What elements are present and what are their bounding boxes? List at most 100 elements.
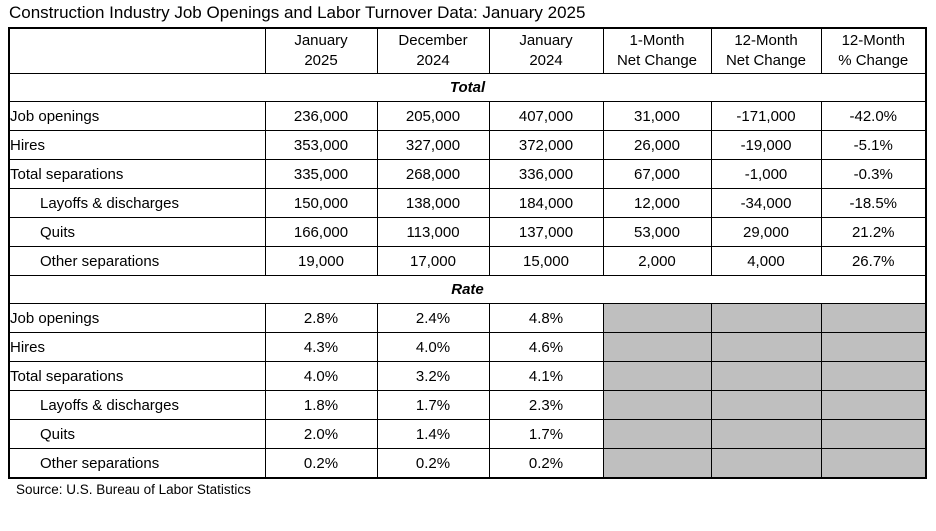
cell-value: 2.0%	[264, 419, 378, 449]
col-header-12-month-pct-change: 12-Month % Change	[820, 27, 927, 74]
section-header-rate: Rate	[8, 275, 927, 304]
cell-value: 407,000	[488, 101, 604, 131]
cell-value: 2.3%	[488, 390, 604, 420]
cell-value: 353,000	[264, 130, 378, 160]
col-header-january-2024: January 2024	[488, 27, 604, 74]
section-row-total: Total	[8, 73, 927, 102]
cell-value: 19,000	[264, 246, 378, 276]
table-row: Layoffs & discharges 1.8% 1.7% 2.3%	[8, 390, 927, 420]
header-row: January 2025 December 2024 January 2024 …	[8, 27, 927, 74]
row-label: Layoffs & discharges	[8, 188, 266, 218]
blank-cell	[602, 419, 712, 449]
cell-value: -5.1%	[820, 130, 927, 160]
blank-cell	[602, 390, 712, 420]
cell-value: 12,000	[602, 188, 712, 218]
blank-cell	[602, 361, 712, 391]
cell-value: 205,000	[376, 101, 490, 131]
cell-value: 268,000	[376, 159, 490, 189]
row-label: Hires	[8, 130, 266, 160]
table-row: Quits 166,000 113,000 137,000 53,000 29,…	[8, 217, 927, 247]
cell-value: 1.8%	[264, 390, 378, 420]
cell-value: 138,000	[376, 188, 490, 218]
blank-cell	[710, 332, 822, 362]
cell-value: -42.0%	[820, 101, 927, 131]
cell-value: 26,000	[602, 130, 712, 160]
col-header-empty	[8, 27, 266, 74]
cell-value: 1.7%	[376, 390, 490, 420]
blank-cell	[710, 361, 822, 391]
row-label: Other separations	[8, 448, 266, 479]
blank-cell	[602, 332, 712, 362]
row-label: Other separations	[8, 246, 266, 276]
row-label: Quits	[8, 217, 266, 247]
blank-cell	[602, 303, 712, 333]
cell-value: 372,000	[488, 130, 604, 160]
cell-value: 2,000	[602, 246, 712, 276]
cell-value: 4,000	[710, 246, 822, 276]
cell-value: 3.2%	[376, 361, 490, 391]
cell-value: -18.5%	[820, 188, 927, 218]
col-header-1-month-net-change: 1-Month Net Change	[602, 27, 712, 74]
blank-cell	[820, 332, 927, 362]
cell-value: -171,000	[710, 101, 822, 131]
blank-cell	[710, 390, 822, 420]
row-label: Job openings	[8, 303, 266, 333]
row-label: Total separations	[8, 361, 266, 391]
cell-value: 21.2%	[820, 217, 927, 247]
blank-cell	[602, 448, 712, 479]
row-label: Layoffs & discharges	[8, 390, 266, 420]
table-row: Layoffs & discharges 150,000 138,000 184…	[8, 188, 927, 218]
cell-value: 15,000	[488, 246, 604, 276]
cell-value: 26.7%	[820, 246, 927, 276]
table-row: Job openings 236,000 205,000 407,000 31,…	[8, 101, 927, 131]
cell-value: 327,000	[376, 130, 490, 160]
cell-value: 67,000	[602, 159, 712, 189]
blank-cell	[710, 448, 822, 479]
cell-value: 1.4%	[376, 419, 490, 449]
cell-value: 0.2%	[376, 448, 490, 479]
cell-value: 166,000	[264, 217, 378, 247]
blank-cell	[820, 303, 927, 333]
cell-value: 184,000	[488, 188, 604, 218]
blank-cell	[820, 361, 927, 391]
row-label: Quits	[8, 419, 266, 449]
page: Construction Industry Job Openings and L…	[8, 3, 927, 497]
cell-value: 17,000	[376, 246, 490, 276]
cell-value: 336,000	[488, 159, 604, 189]
cell-value: -34,000	[710, 188, 822, 218]
blank-cell	[820, 390, 927, 420]
cell-value: 1.7%	[488, 419, 604, 449]
cell-value: 4.6%	[488, 332, 604, 362]
table-row: Job openings 2.8% 2.4% 4.8%	[8, 303, 927, 333]
table-row: Total separations 335,000 268,000 336,00…	[8, 159, 927, 189]
jolts-table: January 2025 December 2024 January 2024 …	[8, 27, 927, 479]
row-label: Hires	[8, 332, 266, 362]
cell-value: 4.3%	[264, 332, 378, 362]
cell-value: -1,000	[710, 159, 822, 189]
cell-value: 53,000	[602, 217, 712, 247]
cell-value: 150,000	[264, 188, 378, 218]
table-row: Other separations 0.2% 0.2% 0.2%	[8, 448, 927, 479]
cell-value: 4.8%	[488, 303, 604, 333]
blank-cell	[820, 419, 927, 449]
cell-value: -19,000	[710, 130, 822, 160]
blank-cell	[710, 419, 822, 449]
cell-value: 29,000	[710, 217, 822, 247]
cell-value: 0.2%	[264, 448, 378, 479]
table-row: Other separations 19,000 17,000 15,000 2…	[8, 246, 927, 276]
blank-cell	[710, 303, 822, 333]
col-header-december-2024: December 2024	[376, 27, 490, 74]
cell-value: 137,000	[488, 217, 604, 247]
blank-cell	[820, 448, 927, 479]
col-header-12-month-net-change: 12-Month Net Change	[710, 27, 822, 74]
cell-value: 113,000	[376, 217, 490, 247]
cell-value: 0.2%	[488, 448, 604, 479]
cell-value: 236,000	[264, 101, 378, 131]
source-note: Source: U.S. Bureau of Labor Statistics	[16, 482, 251, 497]
cell-value: 4.1%	[488, 361, 604, 391]
row-label: Total separations	[8, 159, 266, 189]
table-row: Hires 353,000 327,000 372,000 26,000 -19…	[8, 130, 927, 160]
cell-value: 2.4%	[376, 303, 490, 333]
cell-value: 335,000	[264, 159, 378, 189]
cell-value: 31,000	[602, 101, 712, 131]
